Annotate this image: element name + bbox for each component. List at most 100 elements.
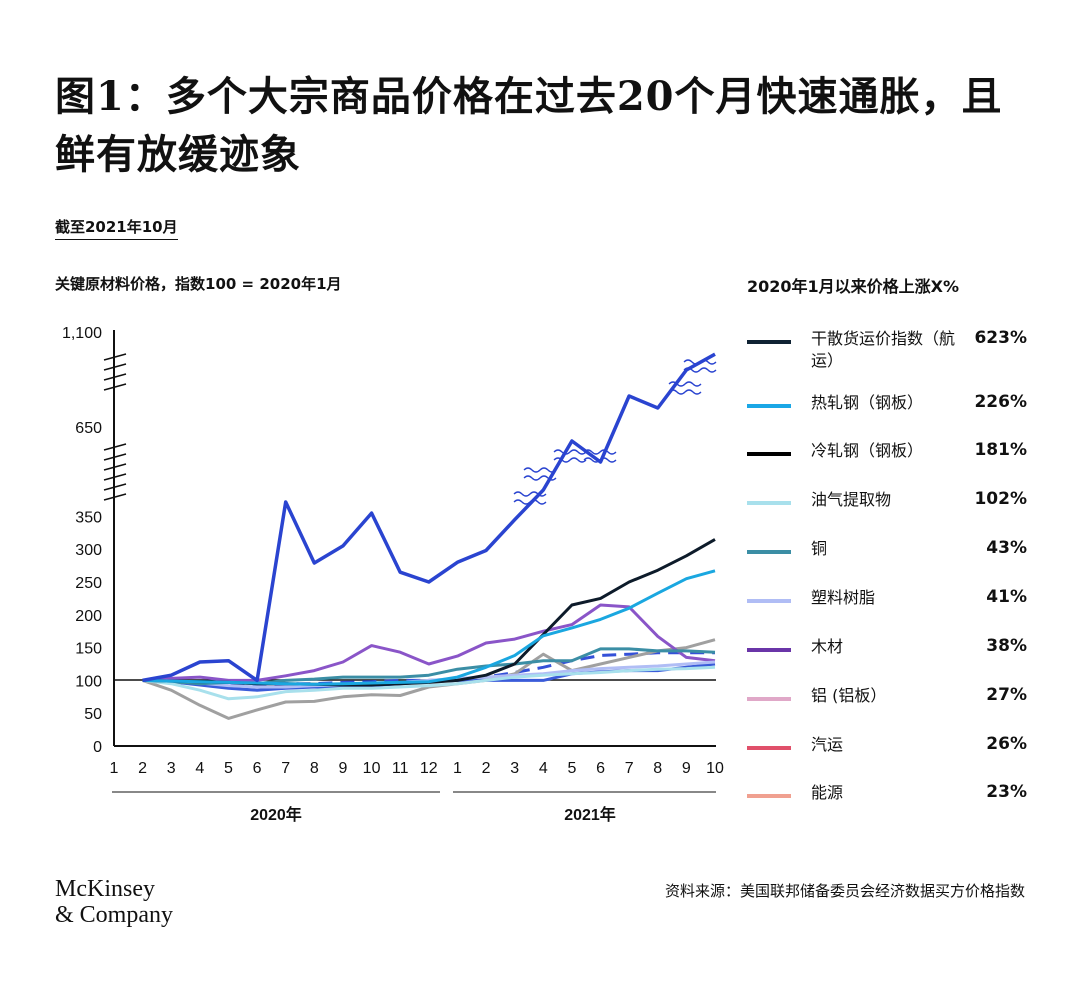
legend-swatch	[747, 746, 791, 750]
legend-swatch	[747, 550, 791, 554]
x-tick-label: 5	[567, 760, 576, 777]
legend-item: 干散货运价指数（航运） 623%	[747, 328, 1027, 370]
legend-swatch	[747, 599, 791, 603]
legend-swatch	[747, 452, 791, 456]
x-tick-label: 1	[453, 760, 462, 777]
legend-label: 塑料树脂	[811, 588, 876, 607]
legend-title: 2020年1月以来价格上涨X%	[747, 277, 960, 296]
legend-value: 102%	[974, 489, 1027, 509]
legend-swatch	[747, 697, 791, 701]
mckinsey-logo: McKinsey & Company	[55, 876, 173, 928]
x-tick-label: 4	[539, 760, 548, 777]
legend-item: 油气提取物 102%	[747, 489, 1027, 529]
break-wave-mark	[513, 491, 547, 497]
axis-break-mark	[103, 383, 127, 391]
legend-label: 汽运	[811, 735, 844, 754]
break-wave-mark	[683, 367, 717, 373]
legend-item: 能源 23%	[747, 782, 1027, 822]
y-tick-label: 250	[75, 575, 102, 592]
y-tick-label: 300	[75, 542, 102, 559]
series-line	[142, 569, 716, 686]
legend-value: 181%	[974, 440, 1027, 460]
y-tick-label: 50	[84, 706, 102, 723]
axis-break-mark	[103, 353, 127, 361]
axis-break-mark	[103, 463, 127, 471]
axis-break-mark	[103, 363, 127, 371]
chart-title: 关键原材料价格，指数100 = 2020年1月	[55, 275, 342, 293]
y-tick-label: 150	[75, 641, 102, 658]
break-wave-mark	[513, 499, 547, 505]
axis-break-mark	[103, 483, 127, 491]
y-tick-label: 1,100	[62, 325, 102, 342]
legend-swatch	[747, 648, 791, 652]
x-tick-label: 3	[510, 760, 519, 777]
year-label: 2020年	[250, 805, 302, 824]
break-wave-mark	[553, 449, 587, 455]
legend-label: 铝 (铝板）	[811, 686, 887, 705]
legend-swatch	[747, 794, 791, 798]
x-tick-label: 2	[138, 760, 147, 777]
x-tick-label: 10	[706, 760, 724, 777]
logo-line-1: McKinsey	[55, 876, 155, 902]
legend-item: 热轧钢（钢板） 226%	[747, 392, 1027, 432]
legend-label: 热轧钢（钢板）	[811, 393, 924, 412]
legend-item: 铜 43%	[747, 538, 1027, 578]
legend-swatch	[747, 404, 791, 408]
legend-label: 干散货运价指数（航运）	[811, 329, 956, 370]
y-tick-label: 200	[75, 608, 102, 625]
series-line	[142, 603, 716, 682]
x-tick-label: 7	[625, 760, 634, 777]
y-tick-label: 350	[75, 509, 102, 526]
legend-item: 冷轧钢（钢板） 181%	[747, 440, 1027, 480]
legend-item: 木材 38%	[747, 636, 1027, 676]
legend-label: 能源	[811, 783, 844, 802]
break-wave-mark	[523, 467, 557, 473]
legend-value: 43%	[986, 538, 1027, 558]
series-line	[142, 352, 716, 683]
legend-swatch	[747, 340, 791, 344]
logo-line-2: & Company	[55, 902, 173, 928]
x-tick-label: 8	[653, 760, 662, 777]
break-wave-mark	[683, 359, 717, 365]
break-wave-mark	[523, 475, 557, 481]
x-tick-label: 10	[363, 760, 381, 777]
legend-value: 38%	[986, 636, 1027, 656]
year-label: 2021年	[564, 805, 616, 824]
x-tick-label: 7	[281, 760, 290, 777]
legend-value: 26%	[986, 734, 1027, 754]
axis-break-mark	[103, 493, 127, 501]
axis-break-mark	[103, 373, 127, 381]
legend-value: 226%	[974, 392, 1027, 412]
x-tick-label: 5	[224, 760, 233, 777]
legend-value: 27%	[986, 685, 1027, 705]
x-tick-label: 3	[167, 760, 176, 777]
legend-item: 铝 (铝板） 27%	[747, 685, 1027, 725]
as-of-date: 截至2021年10月	[55, 216, 178, 240]
source-note: 资料来源：美国联邦储备委员会经济数据买方价格指数	[664, 882, 1025, 900]
legend-label: 木材	[811, 637, 844, 656]
x-tick-label: 9	[682, 760, 691, 777]
legend-item: 塑料树脂 41%	[747, 587, 1027, 627]
axis-break-mark	[103, 443, 127, 451]
break-wave-mark	[668, 381, 702, 387]
x-tick-label: 6	[596, 760, 605, 777]
axis-break-mark	[103, 473, 127, 481]
page-title: 图1：多个大宗商品价格在过去20个月快速通胀，且鲜有放缓迹象	[55, 73, 1003, 178]
break-wave-mark	[668, 389, 702, 395]
x-tick-label: 1	[110, 760, 119, 777]
legend-label: 铜	[811, 539, 828, 558]
x-tick-label: 2	[482, 760, 491, 777]
legend-value: 23%	[986, 782, 1027, 802]
legend-item: 汽运 26%	[747, 734, 1027, 774]
legend-label: 冷轧钢（钢板）	[811, 441, 924, 460]
x-tick-label: 4	[195, 760, 204, 777]
legend-label: 油气提取物	[811, 490, 892, 509]
y-tick-label: 100	[75, 673, 102, 690]
series-line	[142, 665, 716, 701]
axis-break-mark	[103, 453, 127, 461]
x-tick-label: 6	[253, 760, 262, 777]
legend-value: 623%	[974, 328, 1027, 348]
legend-value: 41%	[986, 587, 1027, 607]
